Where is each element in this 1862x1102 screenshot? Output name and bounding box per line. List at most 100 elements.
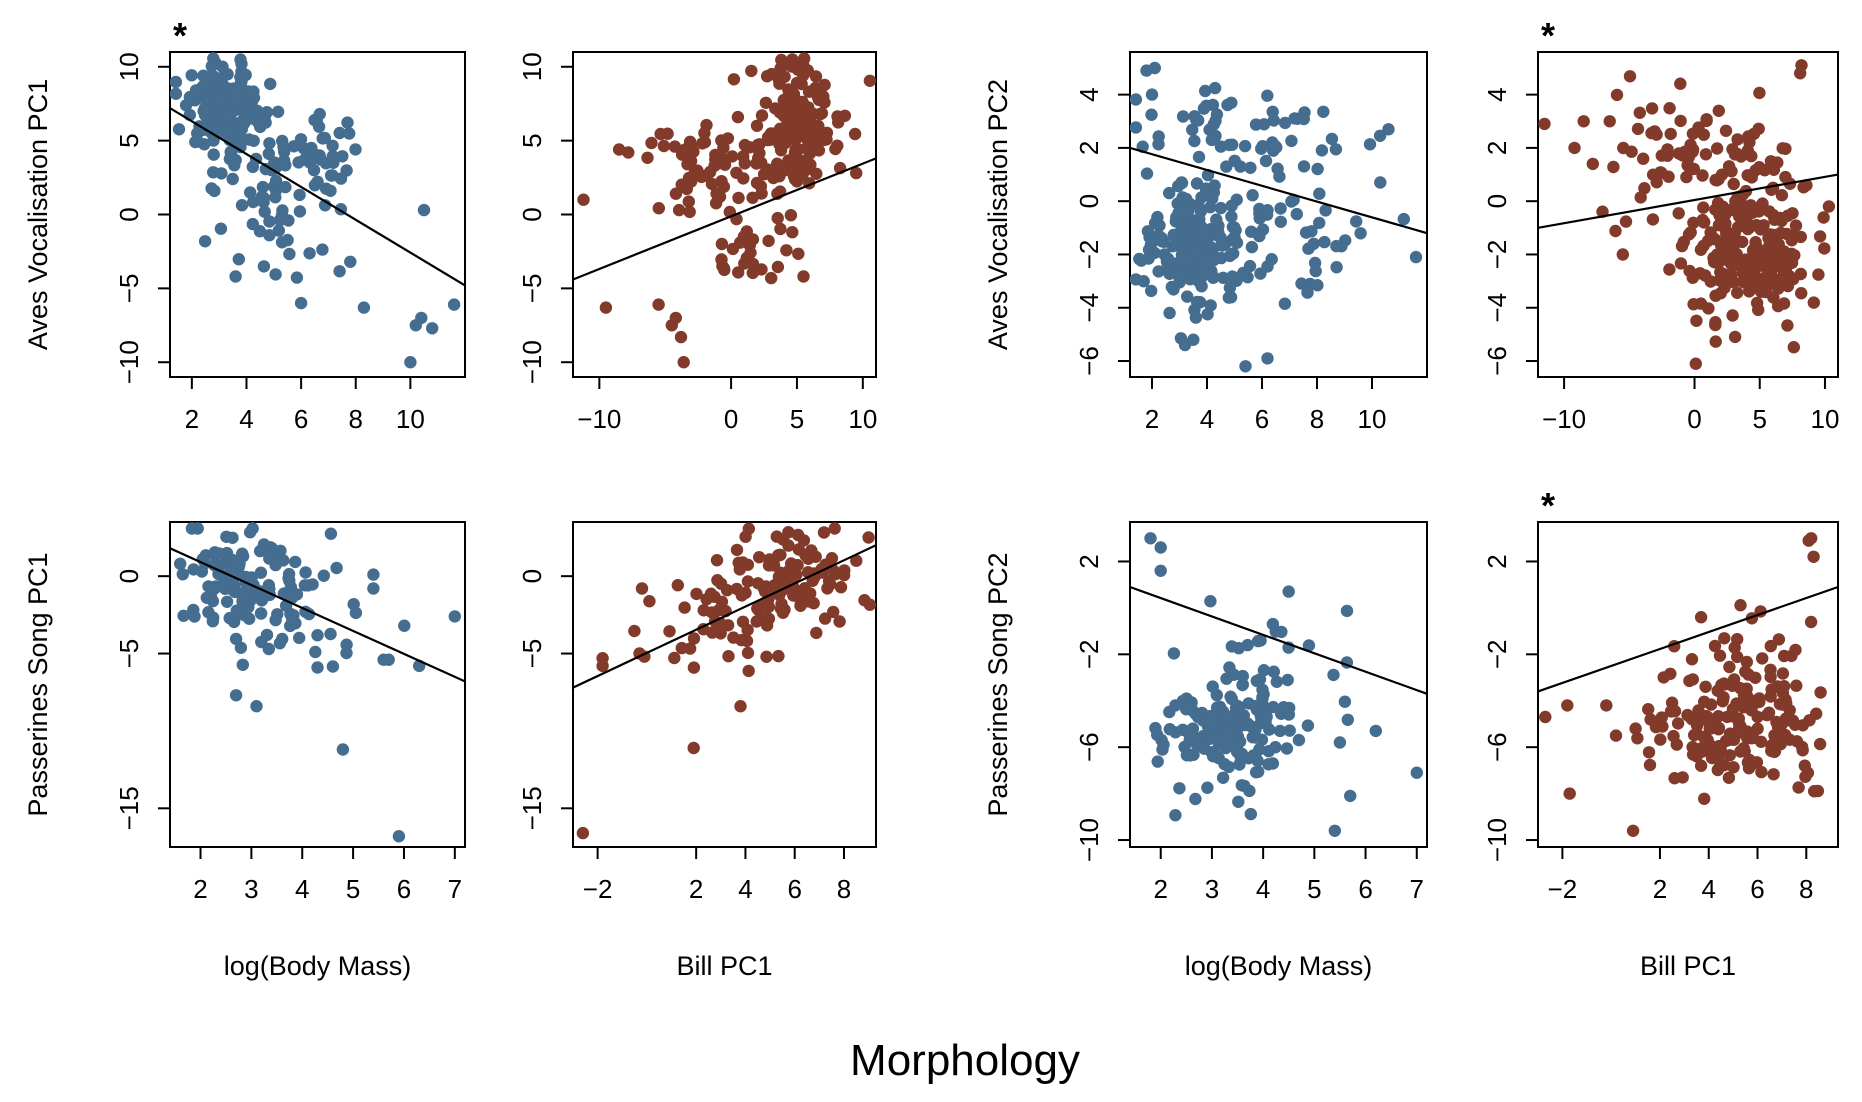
data-point xyxy=(1154,541,1167,554)
data-point xyxy=(236,658,249,671)
data-point xyxy=(1230,236,1244,249)
data-point xyxy=(185,69,198,82)
data-point xyxy=(711,574,724,587)
data-point xyxy=(1689,357,1703,370)
data-point xyxy=(1751,274,1764,287)
x-axis-title: log(Body Mass) xyxy=(1185,951,1373,981)
data-point xyxy=(1290,207,1304,221)
data-point xyxy=(1646,213,1660,226)
data-point xyxy=(1726,309,1739,322)
data-point xyxy=(1674,77,1687,90)
data-point xyxy=(812,119,825,133)
data-point xyxy=(1763,239,1776,253)
data-point xyxy=(1266,757,1280,770)
data-point xyxy=(1244,161,1257,174)
data-point xyxy=(1190,295,1204,309)
data-point xyxy=(367,582,380,595)
data-point xyxy=(720,584,734,597)
data-point xyxy=(448,610,461,623)
data-point xyxy=(1327,668,1340,682)
data-point xyxy=(232,118,245,131)
data-point xyxy=(1333,736,1347,749)
y-tick-label: −4 xyxy=(1074,293,1104,323)
data-point xyxy=(1141,225,1155,238)
data-point xyxy=(1675,239,1689,253)
data-point xyxy=(765,67,778,81)
data-point xyxy=(687,632,701,645)
y-tick-label: −10 xyxy=(517,340,547,384)
data-point xyxy=(229,270,242,283)
data-point xyxy=(1759,285,1773,298)
data-point xyxy=(596,659,609,673)
data-point xyxy=(795,63,808,77)
data-point xyxy=(765,271,778,285)
data-point xyxy=(1281,673,1294,687)
y-tick-label: −10 xyxy=(114,340,144,384)
data-point xyxy=(1167,647,1181,660)
data-point xyxy=(1785,649,1798,663)
data-point xyxy=(737,172,750,185)
data-point xyxy=(199,109,213,122)
data-point xyxy=(1329,143,1343,156)
data-point xyxy=(1181,290,1194,303)
data-point xyxy=(669,311,682,325)
data-point xyxy=(817,90,830,103)
data-point xyxy=(311,661,324,674)
data-point xyxy=(214,222,228,235)
data-point xyxy=(691,164,704,177)
data-point xyxy=(208,546,222,559)
data-point xyxy=(772,649,785,663)
data-point xyxy=(253,544,267,558)
data-point xyxy=(1654,733,1667,746)
data-point xyxy=(1325,132,1339,146)
data-point xyxy=(1257,688,1270,701)
data-point xyxy=(1764,670,1777,684)
data-point xyxy=(1678,145,1692,158)
plot-frame xyxy=(1537,521,1839,848)
data-point xyxy=(1299,226,1313,239)
data-point xyxy=(1719,224,1733,237)
data-point xyxy=(1195,191,1208,204)
data-point xyxy=(1145,284,1158,298)
data-point xyxy=(392,830,406,843)
data-point xyxy=(1690,314,1703,327)
panel-aves-pc2-mass: 2 4 6 8 10 −6 −4 −2 0 2 4 Aves Vocalisation PC2 xyxy=(983,51,1428,434)
data-point xyxy=(668,140,682,153)
data-point xyxy=(771,211,784,225)
data-point xyxy=(1222,760,1236,774)
data-point xyxy=(715,134,728,147)
data-point xyxy=(1787,341,1801,354)
data-point xyxy=(1672,207,1685,220)
data-point xyxy=(1253,743,1266,756)
data-point xyxy=(1167,283,1180,296)
data-point xyxy=(1745,149,1758,163)
data-point xyxy=(641,151,654,164)
data-point xyxy=(755,263,768,276)
data-point xyxy=(382,653,395,666)
data-point xyxy=(248,587,261,600)
data-point xyxy=(1646,168,1660,181)
data-point xyxy=(1285,195,1298,208)
data-point xyxy=(260,628,274,642)
y-tick-label: 5 xyxy=(114,133,144,147)
data-point xyxy=(275,236,289,249)
data-point xyxy=(1688,728,1701,742)
data-point xyxy=(1302,639,1316,652)
data-point xyxy=(1753,86,1766,100)
data-point xyxy=(284,619,297,633)
data-point xyxy=(1702,302,1715,315)
data-point xyxy=(771,260,785,274)
data-point xyxy=(1731,286,1744,299)
data-point xyxy=(768,581,781,594)
y-tick-label: 10 xyxy=(114,52,144,81)
data-point xyxy=(1239,360,1252,373)
data-point xyxy=(1664,127,1677,141)
data-point xyxy=(1719,124,1733,137)
data-point xyxy=(780,244,793,257)
data-point xyxy=(289,555,302,569)
data-point xyxy=(293,631,306,645)
x-tick-label: 8 xyxy=(1799,874,1813,904)
data-point xyxy=(324,184,337,197)
data-point xyxy=(398,619,411,632)
data-point xyxy=(1746,244,1760,258)
